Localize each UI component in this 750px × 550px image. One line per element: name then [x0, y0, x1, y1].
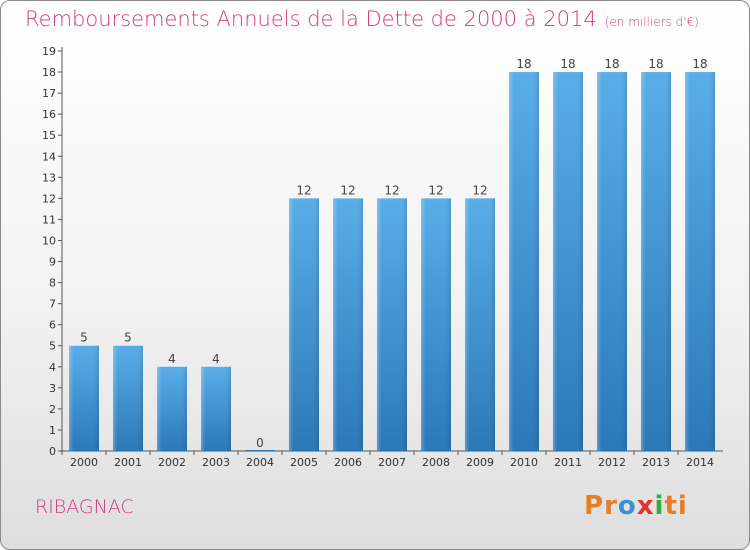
y-tick-label: 6	[49, 319, 56, 332]
y-tick-label: 11	[42, 213, 56, 226]
y-tick-label: 2	[49, 403, 56, 416]
bar-shade	[509, 72, 539, 451]
chart-title: Remboursements Annuels de la Dette de 20…	[25, 7, 699, 31]
bar-shade	[289, 198, 319, 451]
bar-shade	[465, 198, 495, 451]
y-tick-label: 16	[42, 108, 56, 121]
data-label: 5	[124, 331, 132, 345]
y-tick-label: 8	[49, 277, 56, 290]
data-label: 4	[212, 352, 220, 366]
y-tick-label: 17	[42, 87, 56, 100]
bar-shade	[421, 198, 451, 451]
data-label: 18	[692, 57, 707, 71]
x-tick-label: 2013	[642, 456, 670, 469]
x-tick-label: 2000	[70, 456, 98, 469]
x-tick-label: 2010	[510, 456, 538, 469]
data-label: 18	[648, 57, 663, 71]
y-tick-label: 9	[49, 256, 56, 269]
y-tick-label: 13	[42, 171, 56, 184]
data-label: 12	[296, 183, 311, 197]
bar-shade	[641, 72, 671, 451]
x-tick-label: 2001	[114, 456, 142, 469]
x-tick-label: 2002	[158, 456, 186, 469]
data-label: 12	[384, 183, 399, 197]
x-tick-label: 2006	[334, 456, 362, 469]
y-tick-label: 15	[42, 129, 56, 142]
x-tick-label: 2005	[290, 456, 318, 469]
x-axis: 2000 2001 2002 2003 2004 2005 2006 2007 2008 2009…	[61, 450, 723, 469]
y-tick-label: 14	[42, 150, 56, 163]
x-tick-label: 2009	[466, 456, 494, 469]
y-tick-label: 0	[49, 445, 56, 458]
bar	[245, 450, 275, 451]
x-tick-label: 2012	[598, 456, 626, 469]
y-tick-label: 10	[42, 234, 56, 247]
data-label: 12	[340, 183, 355, 197]
commune-name: RIBAGNAC	[35, 496, 134, 518]
bar-shade	[69, 345, 99, 451]
data-label: 5	[80, 331, 88, 345]
x-tick-label: 2003	[202, 456, 230, 469]
x-tick-label: 2011	[554, 456, 582, 469]
y-tick-label: 3	[49, 382, 56, 395]
bar-shade	[597, 72, 627, 451]
data-label: 18	[516, 57, 531, 71]
y-tick-label: 12	[42, 192, 56, 205]
data-label: 12	[428, 183, 443, 197]
bar-shade	[113, 345, 143, 451]
y-tick-label: 7	[49, 298, 56, 311]
y-tick-label: 4	[49, 361, 56, 374]
x-tick-label: 2007	[378, 456, 406, 469]
proxiti-logo: Proxiti	[584, 491, 688, 521]
bar-shade	[553, 72, 583, 451]
data-label: 18	[560, 57, 575, 71]
chart-title-text: Remboursements Annuels de la Dette de 20…	[25, 7, 597, 31]
data-label: 18	[604, 57, 619, 71]
bar-shade	[157, 366, 187, 451]
data-label: 12	[472, 183, 487, 197]
y-tick-label: 19	[42, 45, 56, 58]
x-tick-label: 2014	[686, 456, 714, 469]
bars: 5 5 4 4 0 12 12 12 12 12 18 18 18 18 18	[69, 57, 715, 451]
data-label: 0	[256, 436, 264, 450]
y-tick-label: 5	[49, 340, 56, 353]
x-tick-label: 2004	[246, 456, 274, 469]
y-tick-label: 1	[49, 424, 56, 437]
bar-shade	[377, 198, 407, 451]
y-tick-label: 18	[42, 66, 56, 79]
bar-shade	[201, 366, 231, 451]
chart-unit: (en milliers d'€)	[604, 15, 699, 29]
bar-shade	[685, 72, 715, 451]
bar-shade	[333, 198, 363, 451]
x-tick-label: 2008	[422, 456, 450, 469]
data-label: 4	[168, 352, 176, 366]
